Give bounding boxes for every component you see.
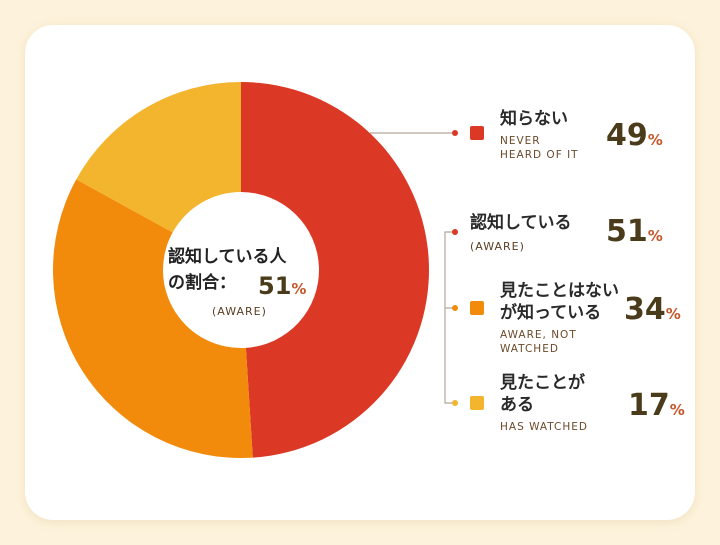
center-title: 認知している人 の割合：	[168, 247, 287, 293]
unit: %	[647, 227, 663, 245]
unit: %	[669, 401, 685, 419]
unit: %	[665, 305, 681, 323]
center-number: 51	[258, 272, 292, 300]
legend-swatch	[470, 126, 484, 140]
center-sublabel: (AWARE)	[212, 305, 267, 318]
legend-label: 見たことはない が知っている	[500, 281, 619, 323]
value-number: 49	[606, 118, 648, 153]
value-label: 34%	[624, 292, 681, 327]
dot	[452, 400, 458, 406]
slice	[241, 82, 429, 458]
legend-label: 見たことが ある	[500, 373, 585, 415]
slice	[52, 179, 253, 459]
value-label: 49%	[606, 118, 663, 153]
dot	[452, 305, 458, 311]
value-number: 17	[628, 388, 670, 423]
slice	[76, 82, 242, 233]
legend-swatch	[470, 396, 484, 410]
value-number: 34	[624, 292, 666, 327]
dot	[452, 130, 458, 136]
unit: %	[647, 131, 663, 149]
legend-sublabel: HAS WATCHED	[500, 421, 589, 433]
center-value: 51%	[258, 272, 306, 300]
legend-sublabel: NEVER HEARD OF IT	[500, 135, 579, 161]
group-number: 51	[606, 214, 648, 249]
group-value: 51%	[606, 214, 663, 249]
group-label: 認知している	[470, 213, 572, 233]
dot	[452, 229, 458, 235]
group-sublabel: (AWARE)	[470, 240, 525, 253]
group-bracket	[444, 231, 455, 404]
value-label: 17%	[628, 388, 685, 423]
legend-swatch	[470, 301, 484, 315]
unit: %	[291, 280, 307, 298]
legend-sublabel: AWARE, NOT WATCHED	[500, 329, 577, 355]
legend-label: 知らない	[500, 109, 568, 129]
